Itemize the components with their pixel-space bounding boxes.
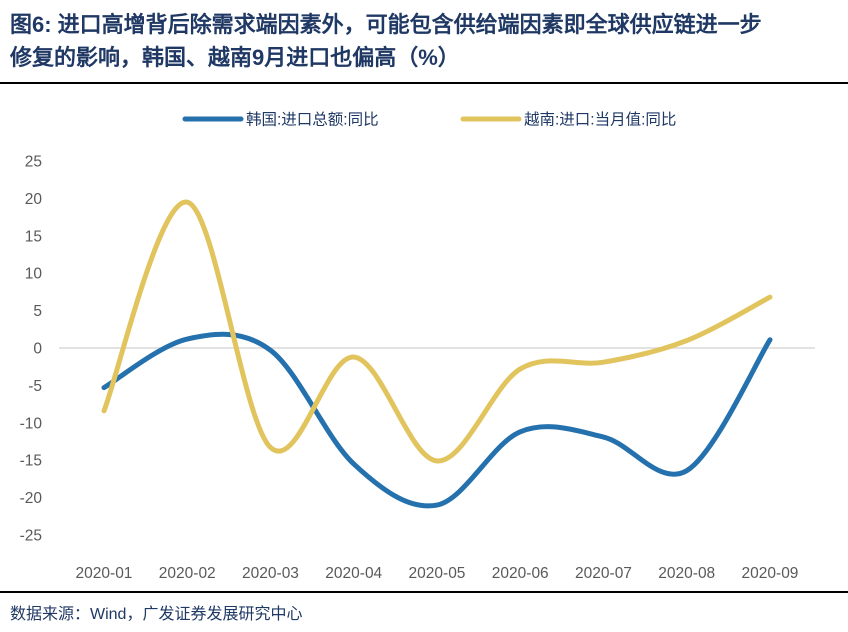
legend: 韩国:进口总额:同比 越南:进口:当月值:同比	[182, 111, 676, 129]
y-tick-label: 10	[25, 266, 43, 283]
series-line-vietnam	[101, 199, 773, 464]
x-axis: 2020-01 2020-02 2020-03 2020-04 2020-05 2020-…	[76, 565, 799, 582]
data-source-text: 数据来源：Wind，广发证券发展研究中心	[10, 606, 303, 623]
y-tick-label: -20	[20, 490, 43, 507]
y-tick-label: 15	[25, 228, 42, 245]
figure-title-line-2: 修复的影响，韩国、越南9月进口也偏高（%）	[10, 45, 460, 70]
y-tick-label: -15	[20, 453, 42, 470]
x-tick-label: 2020-06	[492, 565, 549, 582]
y-tick-label: -10	[20, 415, 43, 432]
legend-label-korea: 韩国:进口总额:同比	[246, 111, 379, 129]
x-tick-label: 2020-05	[409, 565, 466, 582]
chart: 韩国:进口总额:同比 越南:进口:当月值:同比 25 20 15 10 5 0 -5 -10 -1…	[0, 84, 848, 591]
figure-title-line-1: 图6: 进口高增背后除需求端因素外，可能包含供给端因素即全球供应链进一步	[10, 12, 762, 37]
y-tick-label: -5	[28, 378, 42, 395]
x-tick-label: 2020-04	[325, 565, 382, 582]
plot-area	[59, 199, 815, 509]
y-axis: 25 20 15 10 5 0 -5 -10 -15 -20 -25	[20, 154, 43, 545]
footer: 数据来源：Wind，广发证券发展研究中心	[0, 591, 848, 630]
chart-svg: 韩国:进口总额:同比 越南:进口:当月值:同比 25 20 15 10 5 0 -5 -10 -1…	[20, 111, 815, 582]
legend-label-vietnam: 越南:进口:当月值:同比	[524, 111, 676, 129]
series-line-korea	[101, 331, 773, 509]
x-tick-label: 2020-07	[575, 565, 632, 582]
y-tick-label: 20	[25, 191, 43, 208]
x-tick-label: 2020-09	[742, 565, 799, 582]
x-tick-label: 2020-02	[159, 565, 216, 582]
y-tick-label: 0	[33, 341, 42, 358]
x-tick-label: 2020-03	[242, 565, 299, 582]
y-tick-label: 5	[33, 303, 42, 320]
x-tick-label: 2020-08	[658, 565, 715, 582]
figure-title: 图6: 进口高增背后除需求端因素外，可能包含供给端因素即全球供应链进一步 修复的…	[0, 0, 848, 84]
y-tick-label: -25	[20, 528, 42, 545]
y-tick-label: 25	[25, 154, 42, 171]
x-tick-label: 2020-01	[76, 565, 133, 582]
